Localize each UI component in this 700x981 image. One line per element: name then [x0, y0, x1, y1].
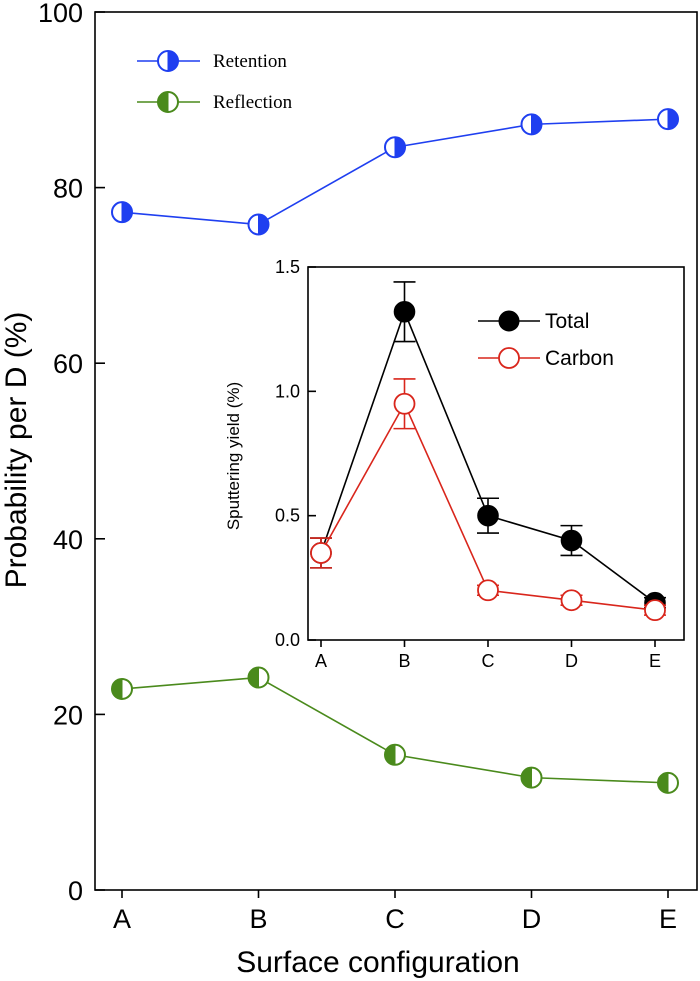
series-reflection-marker: [111, 677, 133, 700]
inset-legend-total-marker: [498, 310, 520, 332]
main-y-tick-label: 0: [68, 876, 83, 906]
series-retention-marker-fill: [121, 201, 133, 223]
inset-plot-frame: [307, 266, 685, 641]
series-retention-marker: [657, 108, 679, 131]
main-y-axis-title: Probability per D (%): [0, 312, 33, 589]
inset-y-tick-label: 1.5: [275, 257, 300, 277]
main-x-tick-label: B: [249, 904, 267, 934]
inset-series: [310, 281, 666, 622]
inset-y-tick-label: 0.5: [275, 506, 300, 526]
inset-legend-carbon-label: Carbon: [545, 347, 614, 370]
legend-retention-marker-fill: [167, 50, 179, 72]
series-total-marker: [560, 529, 583, 552]
legend-retention-label: Retention: [213, 51, 287, 72]
main-y-tick-label: 40: [53, 525, 83, 555]
series-carbon-marker: [560, 589, 583, 612]
series-retention-line: [121, 118, 669, 226]
series-reflection-marker-fill: [521, 767, 532, 789]
series-retention-marker-fill: [394, 136, 406, 158]
series-retention: [111, 108, 679, 236]
series-carbon-marker: [393, 392, 416, 415]
inset-y-axis-title: Sputtering yield (%): [224, 382, 243, 530]
series-carbon-marker: [477, 579, 499, 602]
main-y-tick-label: 20: [53, 700, 83, 730]
series-retention-marker-fill: [258, 213, 269, 235]
legend-retention-marker: [157, 50, 179, 72]
series-reflection-marker: [657, 771, 679, 794]
series-reflection-marker-fill: [248, 667, 259, 689]
main-series: [111, 108, 679, 794]
series-total-marker: [477, 504, 499, 527]
inset-x-tick-label: E: [649, 651, 661, 671]
series-carbon-marker: [644, 599, 666, 622]
inset-x-tick-label: C: [482, 651, 495, 671]
series-reflection: [111, 666, 679, 794]
inset-background: [308, 265, 684, 660]
main-plot-frame: [94, 11, 698, 891]
series-total-marker: [393, 300, 416, 323]
series-retention-marker: [384, 136, 406, 159]
inset-x-tick-label: D: [565, 651, 578, 671]
legend-reflection-label: Reflection: [213, 92, 293, 113]
main-x-tick-label: D: [522, 904, 542, 934]
inset-legend: Total Carbon: [478, 310, 614, 370]
main-legend: Retention Reflection: [137, 50, 293, 113]
main-x-tick-label: A: [113, 904, 131, 934]
series-reflection-marker-fill: [111, 678, 123, 700]
inset-y-tick-label: 1.0: [275, 381, 300, 401]
inset-y-tick-label: 0.0: [275, 630, 300, 650]
inset-x-tick-label: A: [315, 651, 327, 671]
main-x-tick-label: C: [385, 904, 405, 934]
inset-legend-carbon-marker: [498, 347, 520, 369]
main-y-tick-label: 100: [38, 0, 83, 28]
series-reflection-marker: [384, 743, 406, 766]
series-retention-marker: [247, 213, 270, 236]
series-carbon-marker: [310, 542, 332, 564]
series-reflection-marker-fill: [384, 744, 396, 766]
series-retention-marker-fill: [531, 113, 542, 135]
main-axes: 0 20 40 60 80 100 A B C D E: [38, 0, 698, 934]
inset-axes: 0.0 0.5 1.0 1.5 A B C D E: [275, 257, 685, 671]
main-x-tick-label: E: [659, 904, 677, 934]
main-y-tick-label: 60: [53, 349, 83, 379]
series-retention-marker: [111, 201, 133, 224]
legend-reflection-marker-fill: [157, 91, 169, 113]
inset-legend-total-label: Total: [545, 310, 589, 333]
series-reflection-line: [121, 676, 669, 784]
inset-chart: 0.0 0.5 1.0 1.5 A B C D E Total Carbon Sputtering…: [224, 257, 685, 671]
main-y-tick-label: 80: [53, 174, 83, 204]
inset-x-tick-label: B: [398, 651, 410, 671]
series-retention-marker: [520, 113, 543, 136]
legend-reflection-marker: [157, 91, 179, 113]
series-carbon: [310, 378, 666, 622]
series-reflection-marker: [247, 666, 270, 689]
series-reflection-marker: [520, 766, 543, 789]
series-retention-marker-fill: [667, 108, 679, 130]
series-reflection-marker-fill: [657, 772, 669, 794]
main-x-axis-title: Surface configuration: [236, 946, 520, 979]
